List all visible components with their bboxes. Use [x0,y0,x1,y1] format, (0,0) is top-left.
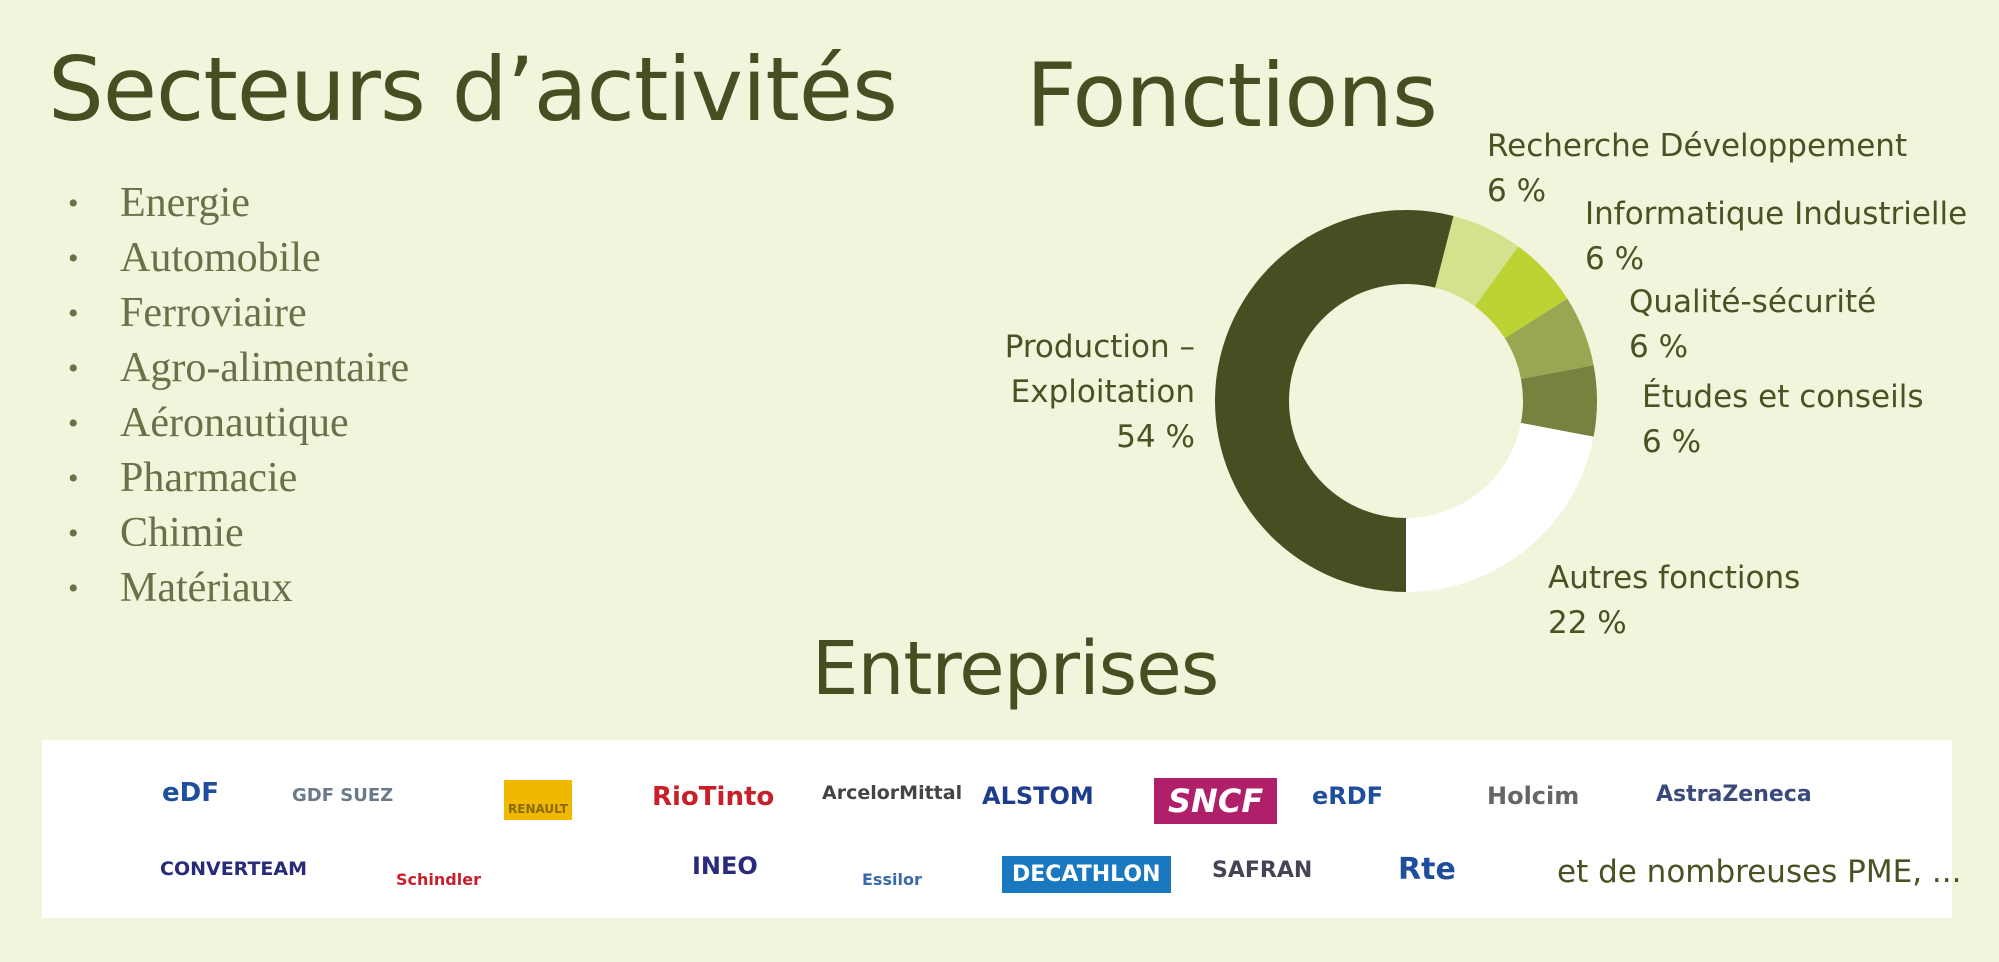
companies-note: et de nombreuses PME, ... [1557,854,1962,890]
companies-title: Entreprises [811,626,1220,712]
sector-item: Pharmacie [62,451,409,506]
sector-item: Agro-alimentaire [62,341,409,396]
sector-item: Energie [62,176,409,231]
chart-label: Études et conseils 6 % [1642,375,1923,465]
donut-segment [1520,365,1597,437]
company-logo: Schindler [396,870,481,889]
chart-label: Autres fonctions 22 % [1548,556,1800,646]
value-label: 22 % [1548,605,1627,641]
chart-label: Production – Exploitation 54 % [955,325,1195,460]
chart-title: Fonctions [1026,44,1438,147]
donut-segment [1435,216,1519,307]
donut-segment [1504,298,1594,380]
value-label: 6 % [1629,329,1689,365]
category-label: Autres fonctions [1548,560,1801,596]
company-logo: RENAULT [504,780,572,820]
donut-chart [1215,210,1597,592]
donut-segment [1406,422,1594,592]
company-logo: INEO [692,852,758,880]
company-logo: AstraZeneca [1656,782,1812,807]
chart-label: Qualité-sécurité 6 % [1629,280,1876,370]
chart-label: Recherche Développement 6 % [1487,124,1907,214]
company-logo: RioTinto [652,782,775,812]
value-label: 6 % [1585,241,1645,277]
sector-item: Chimie [62,506,409,561]
company-logo: Holcim [1487,782,1580,810]
company-logo: SNCF [1154,778,1278,824]
company-logo: CONVERTEAM [160,858,308,880]
sector-list: EnergieAutomobileFerroviaireAgro-aliment… [62,176,409,616]
company-logo: eDF [162,778,219,808]
donut-segment [1215,210,1454,592]
chart-label: Informatique Industrielle 6 % [1585,192,1967,282]
company-logo: GDF SUEZ [292,785,394,806]
sector-item: Ferroviaire [62,286,409,341]
company-logo: Rte [1398,852,1456,887]
sectors-title: Secteurs d’activités [48,38,898,141]
category-label: Études et conseils [1642,379,1924,415]
category-label: Qualité-sécurité [1629,284,1877,320]
category-label: Recherche Développement [1487,128,1908,164]
sector-item: Matériaux [62,561,409,616]
logo-strip: eDF GDF SUEZ RENAULT RioTinto ArcelorMittal A… [42,740,1961,918]
category-label: Production – Exploitation [1004,329,1195,410]
company-logo: ALSTOM [982,782,1094,810]
value-label: 54 % [1116,419,1195,455]
company-logo: Essilor [862,870,922,889]
company-logo: eRDF [1312,782,1384,810]
donut-segment [1474,246,1568,339]
company-logo: SAFRAN [1212,858,1313,883]
category-label: Informatique Industrielle [1585,196,1968,232]
sector-item: Automobile [62,231,409,286]
sector-item: Aéronautique [62,396,409,451]
company-logo: ArcelorMittal [822,782,963,804]
value-label: 6 % [1642,424,1702,460]
company-logo: DECATHLON [1002,856,1171,893]
value-label: 6 % [1487,173,1547,209]
